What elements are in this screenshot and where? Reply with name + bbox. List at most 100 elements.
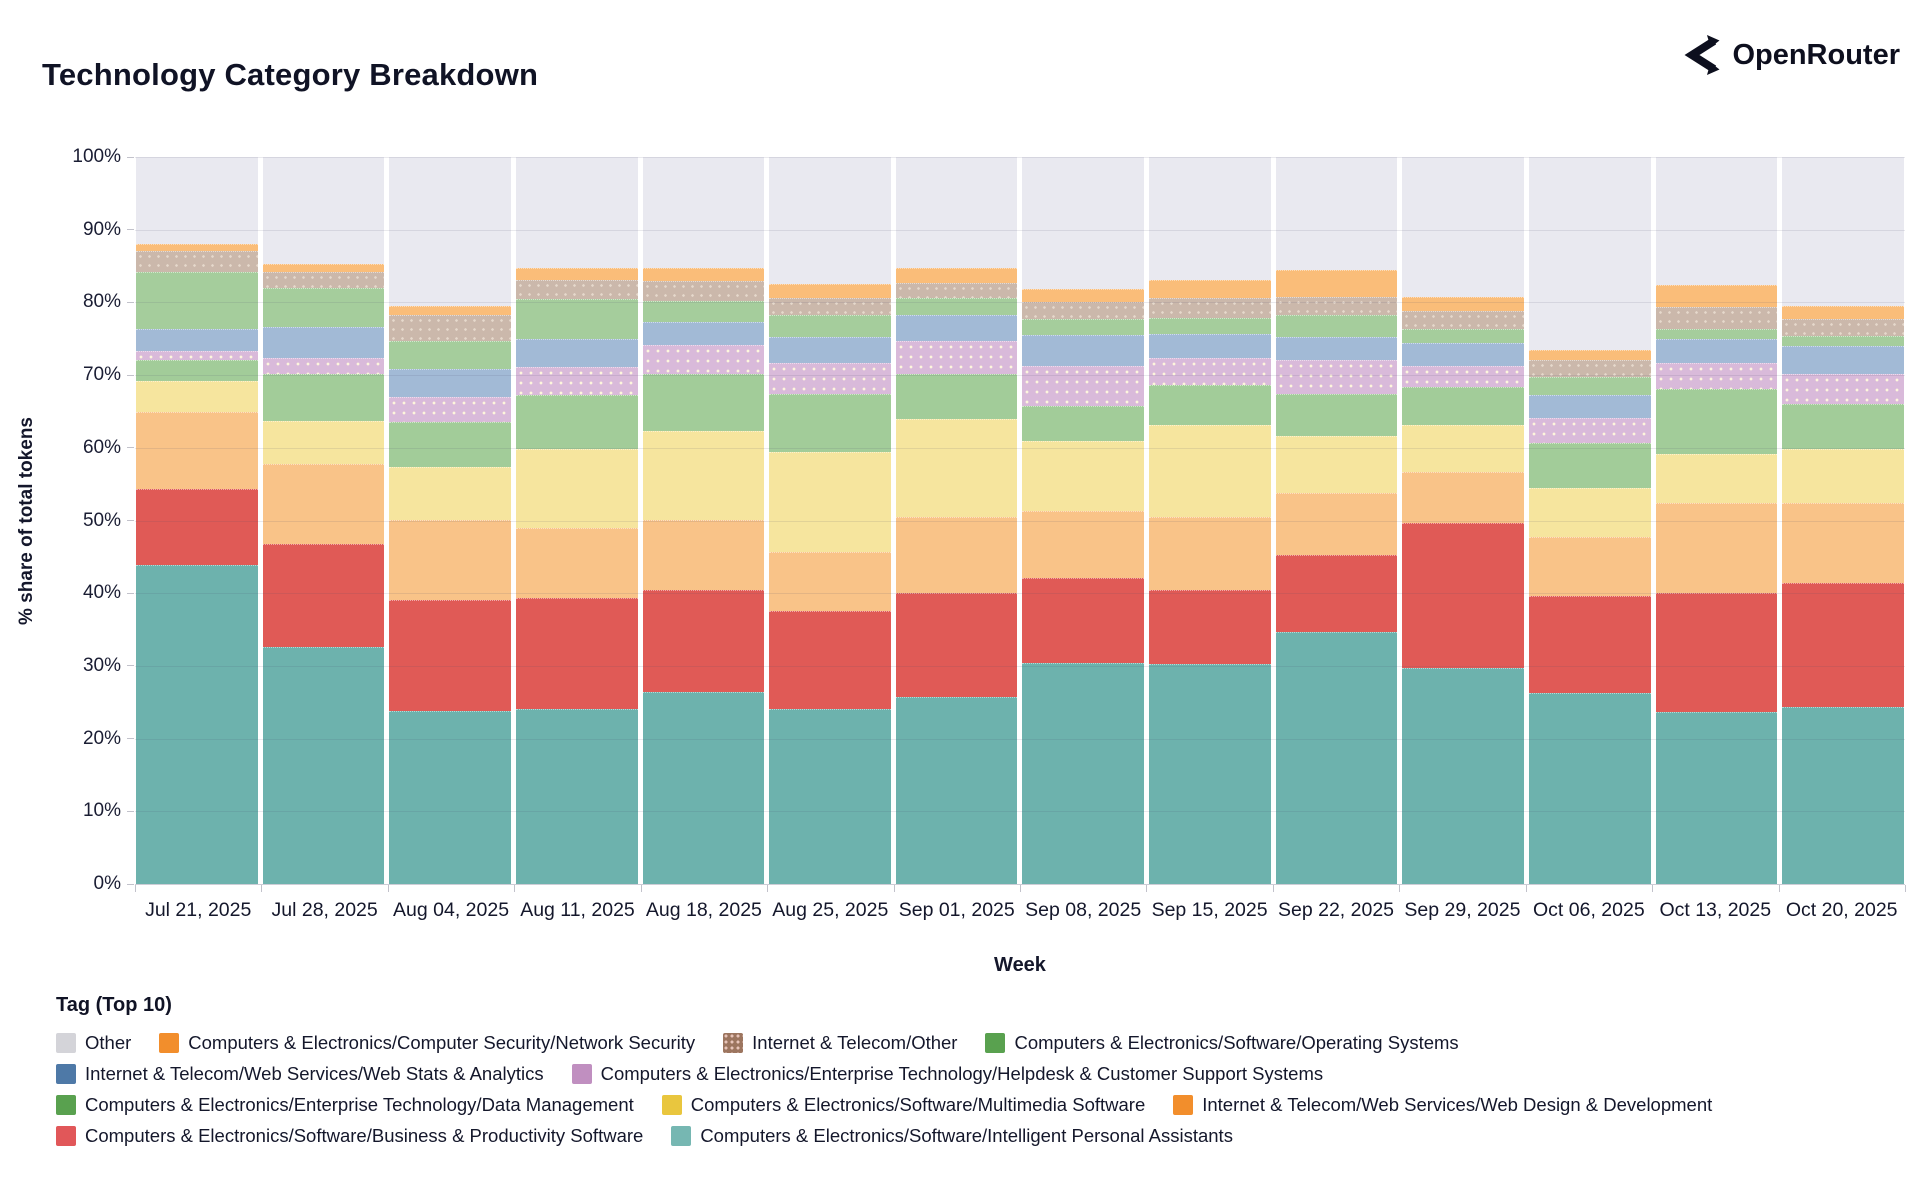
segment-ito[interactable]	[1149, 298, 1271, 319]
segment-ito[interactable]	[1402, 311, 1525, 330]
segment-os[interactable]	[1275, 315, 1398, 338]
legend-item-bps[interactable]: Computers & Electronics/Software/Busines…	[56, 1125, 643, 1147]
segment-other[interactable]	[136, 157, 258, 244]
segment-ns[interactable]	[136, 243, 258, 252]
openrouter-logo[interactable]: OpenRouter	[1678, 34, 1900, 76]
segment-other[interactable]	[1275, 157, 1398, 270]
bar-aug-25-2025[interactable]	[769, 157, 891, 884]
segment-ns[interactable]	[1022, 288, 1145, 302]
segment-mms[interactable]	[389, 467, 511, 520]
segment-hd[interactable]	[515, 367, 638, 396]
segment-wdd[interactable]	[515, 527, 638, 598]
legend-item-hd[interactable]: Computers & Electronics/Enterprise Techn…	[571, 1063, 1323, 1085]
segment-hd[interactable]	[1402, 366, 1525, 387]
segment-wdd[interactable]	[769, 552, 891, 612]
segment-bps[interactable]	[895, 593, 1018, 698]
segment-hd[interactable]	[389, 396, 511, 422]
segment-dm[interactable]	[389, 421, 511, 468]
segment-wsa[interactable]	[895, 315, 1018, 341]
segment-ns[interactable]	[1402, 296, 1525, 312]
segment-ito[interactable]	[769, 298, 891, 316]
segment-ipa[interactable]	[642, 692, 765, 884]
segment-ito[interactable]	[515, 279, 638, 300]
segment-other[interactable]	[262, 157, 385, 264]
segment-hd[interactable]	[769, 362, 891, 394]
segment-bps[interactable]	[1149, 589, 1271, 664]
segment-wdd[interactable]	[389, 519, 511, 600]
segment-wsa[interactable]	[515, 339, 638, 368]
segment-bps[interactable]	[1655, 593, 1778, 713]
bar-jul-28-2025[interactable]	[262, 157, 385, 884]
legend-item-wsa[interactable]: Internet & Telecom/Web Services/Web Stat…	[56, 1063, 544, 1085]
bar-oct-20-2025[interactable]	[1782, 157, 1904, 884]
legend-item-dm[interactable]: Computers & Electronics/Enterprise Techn…	[56, 1094, 634, 1116]
segment-ipa[interactable]	[1149, 663, 1271, 884]
segment-ito[interactable]	[1275, 296, 1398, 316]
segment-other[interactable]	[642, 157, 765, 268]
bar-aug-04-2025[interactable]	[389, 157, 511, 884]
segment-other[interactable]	[769, 157, 891, 285]
segment-ns[interactable]	[1149, 279, 1271, 299]
segment-ipa[interactable]	[1782, 707, 1904, 884]
segment-mms[interactable]	[1275, 436, 1398, 493]
bar-sep-22-2025[interactable]	[1275, 157, 1398, 884]
segment-wsa[interactable]	[1402, 343, 1525, 367]
segment-bps[interactable]	[1022, 577, 1145, 663]
segment-mms[interactable]	[769, 452, 891, 553]
segment-mms[interactable]	[1655, 453, 1778, 503]
segment-mms[interactable]	[515, 449, 638, 528]
segment-ipa[interactable]	[769, 709, 891, 884]
segment-wdd[interactable]	[895, 516, 1018, 594]
segment-ito[interactable]	[1022, 301, 1145, 320]
legend-item-os[interactable]: Computers & Electronics/Software/Operati…	[985, 1032, 1459, 1054]
segment-hd[interactable]	[1149, 357, 1271, 386]
segment-hd[interactable]	[1782, 373, 1904, 405]
bar-oct-06-2025[interactable]	[1529, 157, 1651, 884]
legend-item-ns[interactable]: Computers & Electronics/Computer Securit…	[159, 1032, 695, 1054]
segment-bps[interactable]	[1402, 523, 1525, 668]
segment-other[interactable]	[1022, 157, 1145, 289]
segment-bps[interactable]	[1275, 555, 1398, 633]
segment-ns[interactable]	[895, 267, 1018, 283]
segment-hd[interactable]	[1275, 359, 1398, 394]
segment-mms[interactable]	[1022, 441, 1145, 511]
segment-os[interactable]	[1402, 329, 1525, 344]
segment-other[interactable]	[515, 157, 638, 269]
bar-sep-29-2025[interactable]	[1402, 157, 1525, 884]
segment-ipa[interactable]	[262, 646, 385, 884]
segment-hd[interactable]	[1022, 366, 1145, 406]
segment-dm[interactable]	[1022, 405, 1145, 442]
segment-os[interactable]	[1655, 329, 1778, 339]
bar-jul-21-2025[interactable]	[136, 157, 258, 884]
segment-other[interactable]	[1782, 157, 1904, 307]
segment-dm[interactable]	[136, 360, 258, 381]
segment-os[interactable]	[1529, 376, 1651, 396]
segment-wsa[interactable]	[1782, 346, 1904, 374]
segment-ito[interactable]	[1655, 306, 1778, 330]
segment-other[interactable]	[1529, 157, 1651, 350]
segment-wsa[interactable]	[1529, 395, 1651, 418]
segment-mms[interactable]	[642, 431, 765, 520]
segment-wdd[interactable]	[136, 412, 258, 490]
segment-other[interactable]	[1149, 157, 1271, 280]
segment-ns[interactable]	[262, 263, 385, 272]
segment-ipa[interactable]	[389, 710, 511, 884]
segment-bps[interactable]	[389, 599, 511, 711]
segment-wsa[interactable]	[1149, 334, 1271, 358]
segment-other[interactable]	[895, 157, 1018, 268]
segment-dm[interactable]	[1782, 404, 1904, 449]
segment-ito[interactable]	[136, 251, 258, 272]
segment-mms[interactable]	[1529, 487, 1651, 538]
segment-other[interactable]	[389, 157, 511, 307]
segment-wdd[interactable]	[1022, 510, 1145, 578]
segment-wdd[interactable]	[262, 463, 385, 545]
segment-ito[interactable]	[389, 314, 511, 341]
segment-os[interactable]	[262, 287, 385, 328]
segment-mms[interactable]	[895, 419, 1018, 517]
segment-other[interactable]	[1655, 157, 1778, 285]
segment-bps[interactable]	[1529, 596, 1651, 694]
segment-wdd[interactable]	[642, 519, 765, 590]
segment-mms[interactable]	[1402, 425, 1525, 473]
segment-ns[interactable]	[642, 267, 765, 282]
segment-wsa[interactable]	[1275, 337, 1398, 360]
